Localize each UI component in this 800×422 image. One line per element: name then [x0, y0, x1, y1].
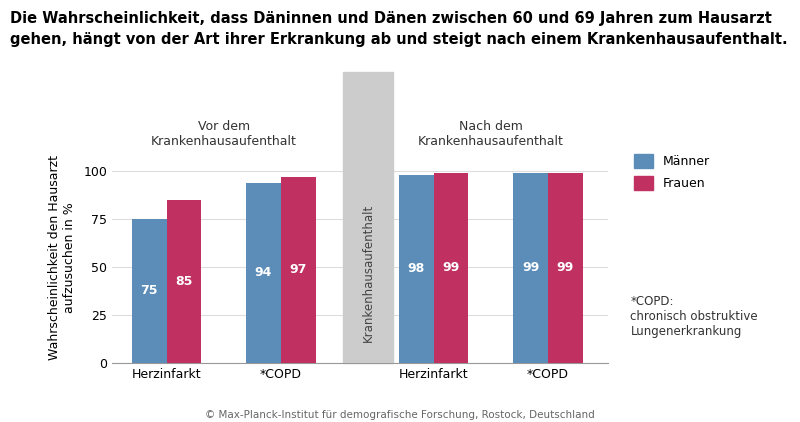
Bar	[548, 173, 583, 363]
Text: *COPD:
chronisch obstruktive
Lungenerkrankung: *COPD: chronisch obstruktive Lungenerkra…	[630, 295, 758, 338]
Text: Krankenhausaufenthalt: Krankenhausaufenthalt	[362, 204, 374, 342]
Bar	[398, 175, 434, 363]
Text: 94: 94	[255, 266, 272, 279]
Bar	[166, 200, 202, 363]
Bar	[132, 219, 166, 363]
Bar	[343, 72, 394, 363]
Text: 85: 85	[175, 275, 193, 288]
Text: 98: 98	[407, 262, 425, 276]
Text: gehen, hängt von der Art ihrer Erkrankung ab und steigt nach einem Krankenhausau: gehen, hängt von der Art ihrer Erkrankun…	[10, 32, 787, 47]
Text: © Max-Planck-Institut für demografische Forschung, Rostock, Deutschland: © Max-Planck-Institut für demografische …	[205, 410, 595, 420]
Text: 75: 75	[140, 284, 158, 298]
Text: 99: 99	[522, 262, 539, 274]
Text: Nach dem
Krankenhausaufenthalt: Nach dem Krankenhausaufenthalt	[418, 120, 564, 148]
Bar	[246, 183, 281, 363]
Text: Vor dem
Krankenhausaufenthalt: Vor dem Krankenhausaufenthalt	[150, 120, 297, 148]
Y-axis label: Wahrscheinlichkeit den Hausarzt
aufzusuchen in %: Wahrscheinlichkeit den Hausarzt aufzusuc…	[48, 155, 76, 360]
Bar	[513, 173, 548, 363]
Bar	[434, 173, 469, 363]
Text: 97: 97	[290, 263, 307, 276]
Legend: Männer, Frauen: Männer, Frauen	[634, 154, 710, 190]
Text: 99: 99	[442, 262, 460, 274]
Text: Die Wahrscheinlichkeit, dass Däninnen und Dänen zwischen 60 und 69 Jahren zum Ha: Die Wahrscheinlichkeit, dass Däninnen un…	[10, 11, 771, 26]
Bar	[281, 177, 316, 363]
Text: 99: 99	[557, 262, 574, 274]
